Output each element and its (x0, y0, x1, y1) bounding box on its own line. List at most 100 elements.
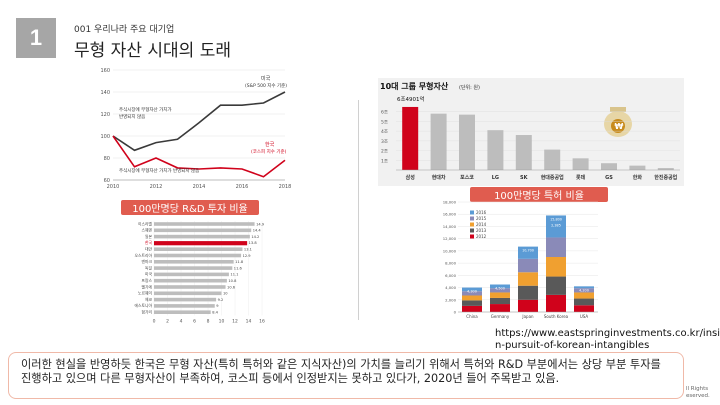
rd-category-label: 벨기에 (142, 284, 153, 289)
line-series-kr (112, 135, 286, 178)
patent-bar-segment (518, 246, 538, 259)
patent-category-label: China (466, 314, 478, 319)
svg-text:₩: ₩ (615, 122, 624, 131)
patent-bar-segment (462, 305, 482, 312)
line-ytick-label: 100 (100, 134, 110, 140)
patent-stacked-chart: 0 2,000 4,000 6,000 8,000 10,000 12,000 14,000 1… (443, 200, 598, 319)
patent-ytick-label: 14,000 (443, 224, 457, 229)
group-ytick-label: 1조 (381, 158, 388, 164)
patent-bar-segment (490, 292, 510, 298)
line-xtick-label: 2012 (150, 184, 163, 190)
rights-line-2: eserved. (686, 393, 710, 399)
rd-xtick-label: 14 (246, 319, 252, 325)
patent-ytick-label: 10,000 (443, 248, 457, 253)
source-url-line-2: n-pursuit-of-korean-intangibles (495, 340, 650, 351)
line-xtick-label: 2010 (107, 184, 120, 190)
rd-bar-chart: 0 2 4 6 8 10 12 14 16 이스라엘 14.9 스웨덴 14.4 일본 14.2 한국 13.8… (135, 221, 265, 325)
group-category-label: SK (520, 175, 529, 181)
patent-ytick-label: 16,000 (443, 212, 457, 217)
rd-value-label: 8.4 (212, 311, 218, 315)
patent-bar-segment (574, 298, 594, 306)
patent-bar-segment (574, 292, 594, 299)
rd-bar (154, 222, 255, 226)
patent-legend-label: 2013 (476, 228, 487, 233)
group-bar (544, 149, 561, 170)
rd-xtick-label: 6 (193, 319, 196, 325)
rd-category-label: 대만 (145, 247, 152, 252)
group-chart-unit: (단위: 원) (459, 84, 480, 91)
patent-bar-segment (490, 304, 510, 312)
patent-bar-segment (518, 272, 538, 286)
group-bar (657, 168, 674, 170)
group-category-label: 포스코 (460, 175, 474, 181)
rd-category-label: 노르웨이 (138, 291, 152, 296)
patent-bar-segment (490, 284, 510, 289)
body-text-box: 이러한 현실을 반영하듯 한국은 무형 자산(특히 특허와 같은 지식자산)의 … (8, 352, 684, 399)
rd-category-label: 일본 (145, 234, 152, 239)
rd-bar (154, 260, 234, 264)
patent-bar-segment (518, 299, 538, 312)
rd-bar (154, 234, 250, 239)
patent-bar-segment (546, 276, 566, 295)
rd-category-label: 스웨덴 (142, 228, 153, 233)
line-label-kr: 한국 (265, 142, 275, 148)
rd-category-label: 프랑스 (142, 278, 153, 283)
group-ytick-label: 2조 (381, 149, 388, 155)
patent-category-label: South Korea (544, 314, 569, 319)
group-bar (601, 163, 617, 170)
line-ytick-label: 60 (104, 178, 110, 184)
rd-category-label: 오스트리아 (135, 253, 153, 258)
rd-value-label: 11.1 (230, 273, 238, 277)
rd-value-label: 11.8 (235, 260, 244, 264)
rd-value-label: 10.8 (228, 279, 237, 283)
rd-bar (154, 297, 217, 302)
patent-ytick-label: 2,000 (445, 297, 456, 302)
group-ytick-label: 6조 (381, 110, 388, 116)
rd-xtick-label: 8 (207, 319, 210, 325)
rd-xtick-label: 0 (153, 319, 156, 325)
rd-bar (154, 278, 227, 283)
rd-category-label: 덴마크 (142, 259, 153, 264)
group-category-label: 한화 (633, 174, 643, 181)
rd-bar (154, 291, 222, 296)
group-bar (487, 130, 504, 170)
patent-total-label: 10,700 (522, 249, 534, 253)
rd-bar (154, 310, 211, 314)
group-bar (402, 106, 419, 170)
patent-ytick-label: 18,000 (443, 200, 457, 205)
rd-category-label: 체코 (145, 297, 152, 302)
rd-caption: 100만명당 R&D 투자 비율 (121, 200, 259, 215)
group-chart-top-label: 6조4901억 (397, 95, 425, 103)
rd-value-label: 13.8 (249, 241, 258, 245)
group-category-label: LG (492, 175, 499, 181)
patent-legend-label: 2015 (476, 216, 487, 221)
patent-total-label: 4,500 (495, 287, 505, 291)
group-category-label: GS (605, 175, 613, 181)
patent-bar-segment (574, 286, 594, 289)
group-bar (629, 165, 646, 170)
rd-value-label: 11.6 (234, 266, 243, 270)
line-annotation-top-2: 반영되지 않음 (119, 113, 145, 120)
patent-total-label: 4,300 (467, 290, 477, 294)
source-url-line-1: https://www.eastspringinvestments.co.kr/… (495, 328, 720, 339)
group-category-label: 현대중공업 (541, 174, 564, 181)
patent-ytick-label: 4,000 (445, 285, 456, 290)
group-bar (515, 135, 532, 170)
patent-bar-segment (462, 291, 482, 296)
patent-bar-segment (574, 288, 594, 293)
patent-legend-swatch (470, 210, 474, 215)
line-xtick-label: 2016 (236, 184, 249, 190)
rd-bar (154, 266, 233, 270)
rd-value-label: 10.6 (227, 285, 236, 289)
patent-legend-swatch (470, 228, 474, 233)
source-url[interactable]: https://www.eastspringinvestments.co.kr/… (495, 328, 720, 352)
line-ytick-label: 140 (100, 90, 110, 96)
patent-bar-segment (490, 288, 510, 293)
group-category-label: 현대차 (432, 174, 446, 181)
rights-text: ll Rights eserved. (686, 386, 710, 400)
slide-title: 무형 자산 시대의 도래 (74, 41, 231, 61)
line-xtick-label: 2014 (193, 184, 206, 190)
patent-bar-segment (546, 257, 566, 277)
rd-value-label: 14.4 (253, 229, 262, 233)
